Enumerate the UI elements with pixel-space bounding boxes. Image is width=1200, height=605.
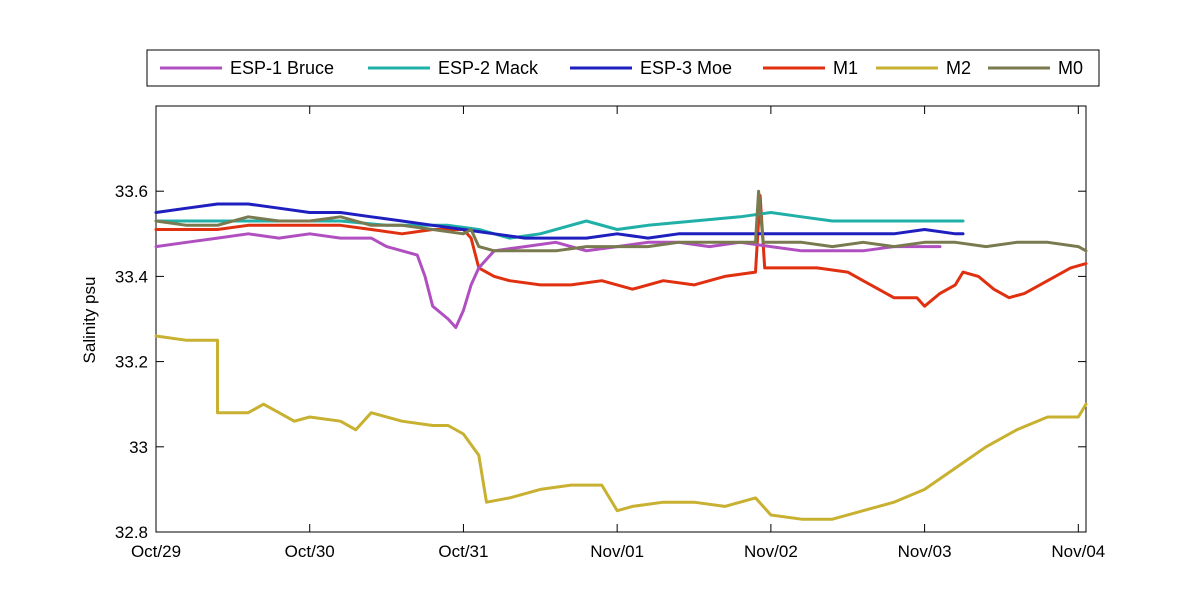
y-tick-label: 33.2	[115, 353, 148, 372]
x-tick-label: Oct/31	[438, 542, 488, 561]
x-tick-label: Oct/29	[131, 542, 181, 561]
x-tick-label: Nov/02	[744, 542, 798, 561]
series-line-m2	[154, 334, 1088, 521]
y-tick-label: 33.4	[115, 267, 148, 286]
series-line-m0	[154, 189, 1088, 253]
legend-label: ESP-2 Mack	[438, 58, 539, 78]
series-layer	[154, 189, 1088, 521]
legend-label: ESP-1 Bruce	[230, 58, 334, 78]
y-tick-label: 33	[129, 438, 148, 457]
legend-label: M2	[946, 58, 971, 78]
axis-layer: 32.8 33 33.2 33.4 33.6 Oct/29 Oct/30 Oct/31 Nov/…	[115, 106, 1105, 561]
series-line-esp-2-mack	[154, 211, 965, 240]
series-line-esp-1-bruce	[154, 232, 942, 329]
y-tick-label: 33.6	[115, 182, 148, 201]
legend-label: M1	[833, 58, 858, 78]
x-tick-label: Nov/03	[898, 542, 952, 561]
legend: ESP-1 Bruce ESP-2 Mack ESP-3 Moe M1 M2 M0	[146, 49, 1100, 87]
y-tick-label: 32.8	[115, 523, 148, 542]
legend-label: M0	[1058, 58, 1083, 78]
y-axis-label: Salinity psu	[80, 277, 99, 364]
x-tick-label: Oct/30	[285, 542, 335, 561]
series-line-esp-3-moe	[154, 202, 965, 240]
series-line-m1	[154, 194, 1088, 308]
legend-label: ESP-3 Moe	[640, 58, 732, 78]
plot-area	[155, 105, 1087, 533]
x-tick-label: Nov/04	[1051, 542, 1105, 561]
x-tick-label: Nov/01	[590, 542, 644, 561]
